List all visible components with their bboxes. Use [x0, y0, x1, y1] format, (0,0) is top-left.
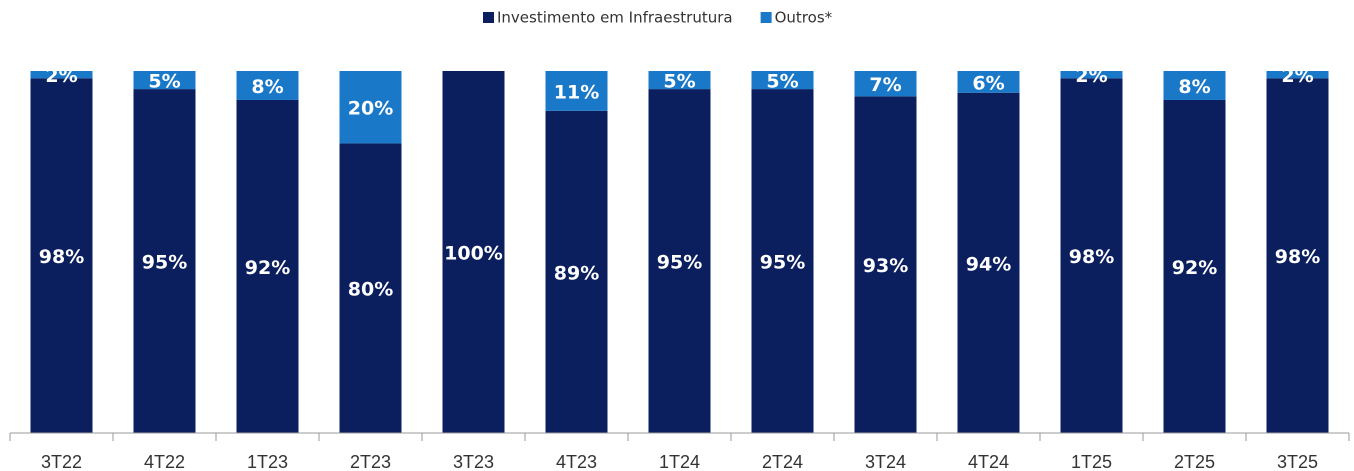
bar-segment	[30, 78, 93, 434]
bar-segment	[854, 71, 917, 97]
x-tick-label: 3T24	[865, 452, 906, 471]
data-label: 8%	[251, 76, 283, 98]
x-tick-label: 2T25	[1174, 452, 1215, 471]
data-label: 6%	[972, 72, 1004, 94]
x-tick-label: 4T22	[144, 452, 185, 471]
legend-swatch	[760, 12, 772, 23]
data-label: 2%	[1075, 65, 1107, 87]
legend-label: Outros*	[775, 9, 833, 27]
data-label: 20%	[348, 98, 393, 120]
bar-segment	[854, 96, 917, 433]
x-tick-label: 1T23	[247, 452, 288, 471]
bar-segment	[751, 89, 814, 433]
data-label: 98%	[1069, 246, 1114, 268]
data-label: 92%	[245, 257, 290, 279]
bar-segment	[1163, 99, 1226, 434]
bar-segment	[648, 71, 711, 90]
bar-segment	[957, 92, 1020, 433]
bar-segment	[1060, 71, 1123, 79]
data-label: 11%	[554, 81, 599, 103]
data-label: 94%	[966, 253, 1011, 275]
data-label: 95%	[657, 252, 702, 274]
x-tick-label: 3T25	[1277, 452, 1318, 471]
bar-segment	[133, 71, 196, 90]
data-label: 80%	[348, 279, 393, 301]
bar-segment	[545, 110, 608, 433]
x-tick-label: 2T23	[350, 452, 391, 471]
bar-segment	[30, 71, 93, 79]
bar-segment	[442, 71, 505, 433]
data-label: 92%	[1172, 257, 1217, 279]
bar-segment	[957, 71, 1020, 93]
bar-segment	[1163, 71, 1226, 100]
data-label: 2%	[45, 65, 77, 87]
x-tick-label: 4T23	[556, 452, 597, 471]
x-tick-label: 1T24	[659, 452, 700, 471]
legend-swatch	[483, 12, 494, 23]
bar-segment	[545, 71, 608, 111]
data-label: 89%	[554, 262, 599, 284]
data-label: 5%	[766, 71, 798, 93]
data-label: 95%	[760, 252, 805, 274]
data-label: 2%	[1281, 65, 1313, 87]
x-tick-label: 4T24	[968, 452, 1009, 471]
bar-segment	[648, 89, 711, 433]
bar-segment	[236, 71, 299, 100]
bar-segment	[236, 99, 299, 434]
data-label: 7%	[869, 74, 901, 96]
x-tick-label: 3T22	[41, 452, 82, 471]
x-tick-label: 3T23	[453, 452, 494, 471]
bar-segment	[339, 71, 402, 144]
data-label: 5%	[663, 71, 695, 93]
bar-segment	[1266, 78, 1329, 434]
bar-segment	[751, 71, 814, 90]
data-label: 8%	[1178, 76, 1210, 98]
data-label: 5%	[148, 71, 180, 93]
data-label: 98%	[1275, 246, 1320, 268]
data-label: 95%	[142, 252, 187, 274]
data-label: 93%	[863, 255, 908, 277]
legend-label: Investimento em Infraestrutura	[497, 9, 733, 27]
bar-segment	[1060, 78, 1123, 434]
bar-segment	[339, 143, 402, 433]
x-tick-label: 2T24	[762, 452, 803, 471]
x-tick-label: 1T25	[1071, 452, 1112, 471]
bar-segment	[1266, 71, 1329, 79]
data-label: 98%	[39, 246, 84, 268]
data-label: 100%	[444, 243, 503, 265]
bar-segment	[133, 89, 196, 433]
